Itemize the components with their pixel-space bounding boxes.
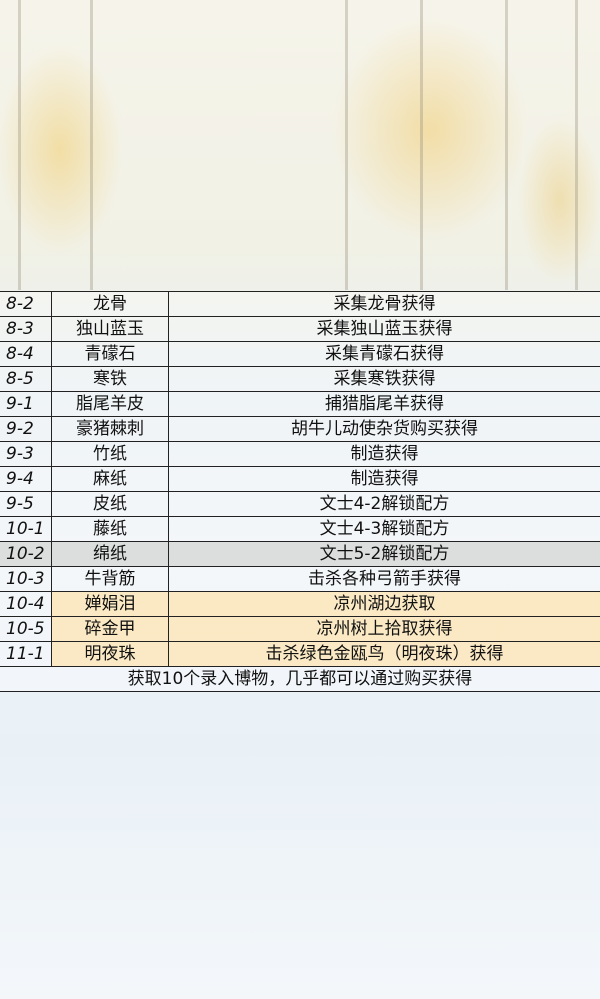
table-row: 9-3 竹纸 制造获得 [0, 441, 600, 467]
item-source: 捕猎脂尾羊获得 [168, 391, 600, 417]
item-source: 击杀各种弓箭手获得 [168, 566, 600, 592]
item-name: 脂尾羊皮 [51, 391, 169, 417]
item-name: 牛背筋 [51, 566, 169, 592]
item-id: 9-5 [0, 491, 52, 517]
table-row: 9-5 皮纸 文士4-2解锁配方 [0, 491, 600, 517]
table-row: 10-2 绵纸 文士5-2解锁配方 [0, 541, 600, 567]
item-source: 击杀绿色金瓯鸟（明夜珠）获得 [168, 641, 600, 667]
item-name: 青礞石 [51, 341, 169, 367]
item-name: 明夜珠 [51, 641, 169, 667]
footer-note: 获取10个录入博物，几乎都可以通过购买获得 [0, 666, 600, 692]
item-name: 寒铁 [51, 366, 169, 392]
tree-trunk [345, 0, 348, 290]
item-name: 绵纸 [51, 541, 169, 567]
item-id: 11-1 [0, 641, 52, 667]
item-name: 婵娟泪 [51, 591, 169, 617]
item-id: 8-2 [0, 291, 52, 317]
item-source: 制造获得 [168, 466, 600, 492]
table-row: 8-2 龙骨 采集龙骨获得 [0, 291, 600, 317]
tree-trunk [90, 0, 93, 290]
table-row: 9-2 豪猪棘刺 胡牛儿动使杂货购买获得 [0, 416, 600, 442]
item-id: 10-2 [0, 541, 52, 567]
item-source: 采集独山蓝玉获得 [168, 316, 600, 342]
item-id: 10-1 [0, 516, 52, 542]
tree-trunk [575, 0, 578, 290]
table-row: 9-1 脂尾羊皮 捕猎脂尾羊获得 [0, 391, 600, 417]
item-source: 凉州湖边获取 [168, 591, 600, 617]
background-scenery [0, 0, 600, 300]
item-source: 采集青礞石获得 [168, 341, 600, 367]
item-id: 9-4 [0, 466, 52, 492]
item-id: 8-4 [0, 341, 52, 367]
item-source: 文士4-3解锁配方 [168, 516, 600, 542]
item-id: 9-2 [0, 416, 52, 442]
item-name: 藤纸 [51, 516, 169, 542]
table-row: 10-3 牛背筋 击杀各种弓箭手获得 [0, 566, 600, 592]
item-id: 10-3 [0, 566, 52, 592]
item-source: 胡牛儿动使杂货购买获得 [168, 416, 600, 442]
item-source: 文士5-2解锁配方 [168, 541, 600, 567]
item-source: 凉州树上拾取获得 [168, 616, 600, 642]
item-name: 竹纸 [51, 441, 169, 467]
item-id: 10-4 [0, 591, 52, 617]
item-id: 8-3 [0, 316, 52, 342]
footer-row: 获取10个录入博物，几乎都可以通过购买获得 [0, 666, 600, 692]
table-row: 11-1 明夜珠 击杀绿色金瓯鸟（明夜珠）获得 [0, 641, 600, 667]
item-name: 豪猪棘刺 [51, 416, 169, 442]
item-name: 独山蓝玉 [51, 316, 169, 342]
table-row: 8-5 寒铁 采集寒铁获得 [0, 366, 600, 392]
table-row: 10-4 婵娟泪 凉州湖边获取 [0, 591, 600, 617]
item-id: 9-1 [0, 391, 52, 417]
tree-trunk [420, 0, 423, 290]
item-source: 文士4-2解锁配方 [168, 491, 600, 517]
table-row: 9-4 麻纸 制造获得 [0, 466, 600, 492]
item-name: 碎金甲 [51, 616, 169, 642]
table-row: 10-1 藤纸 文士4-3解锁配方 [0, 516, 600, 542]
table-row: 8-3 独山蓝玉 采集独山蓝玉获得 [0, 316, 600, 342]
item-source: 采集寒铁获得 [168, 366, 600, 392]
item-name: 麻纸 [51, 466, 169, 492]
item-id: 10-5 [0, 616, 52, 642]
table-row: 8-4 青礞石 采集青礞石获得 [0, 341, 600, 367]
item-id: 8-5 [0, 366, 52, 392]
items-table: 8-2 龙骨 采集龙骨获得 8-3 独山蓝玉 采集独山蓝玉获得 8-4 青礞石 采集青礞石获得 8… [0, 291, 600, 692]
item-source: 采集龙骨获得 [168, 291, 600, 317]
item-name: 皮纸 [51, 491, 169, 517]
table-row: 10-5 碎金甲 凉州树上拾取获得 [0, 616, 600, 642]
item-id: 9-3 [0, 441, 52, 467]
tree-trunk [505, 0, 508, 290]
tree-trunk [18, 0, 21, 290]
item-source: 制造获得 [168, 441, 600, 467]
item-name: 龙骨 [51, 291, 169, 317]
